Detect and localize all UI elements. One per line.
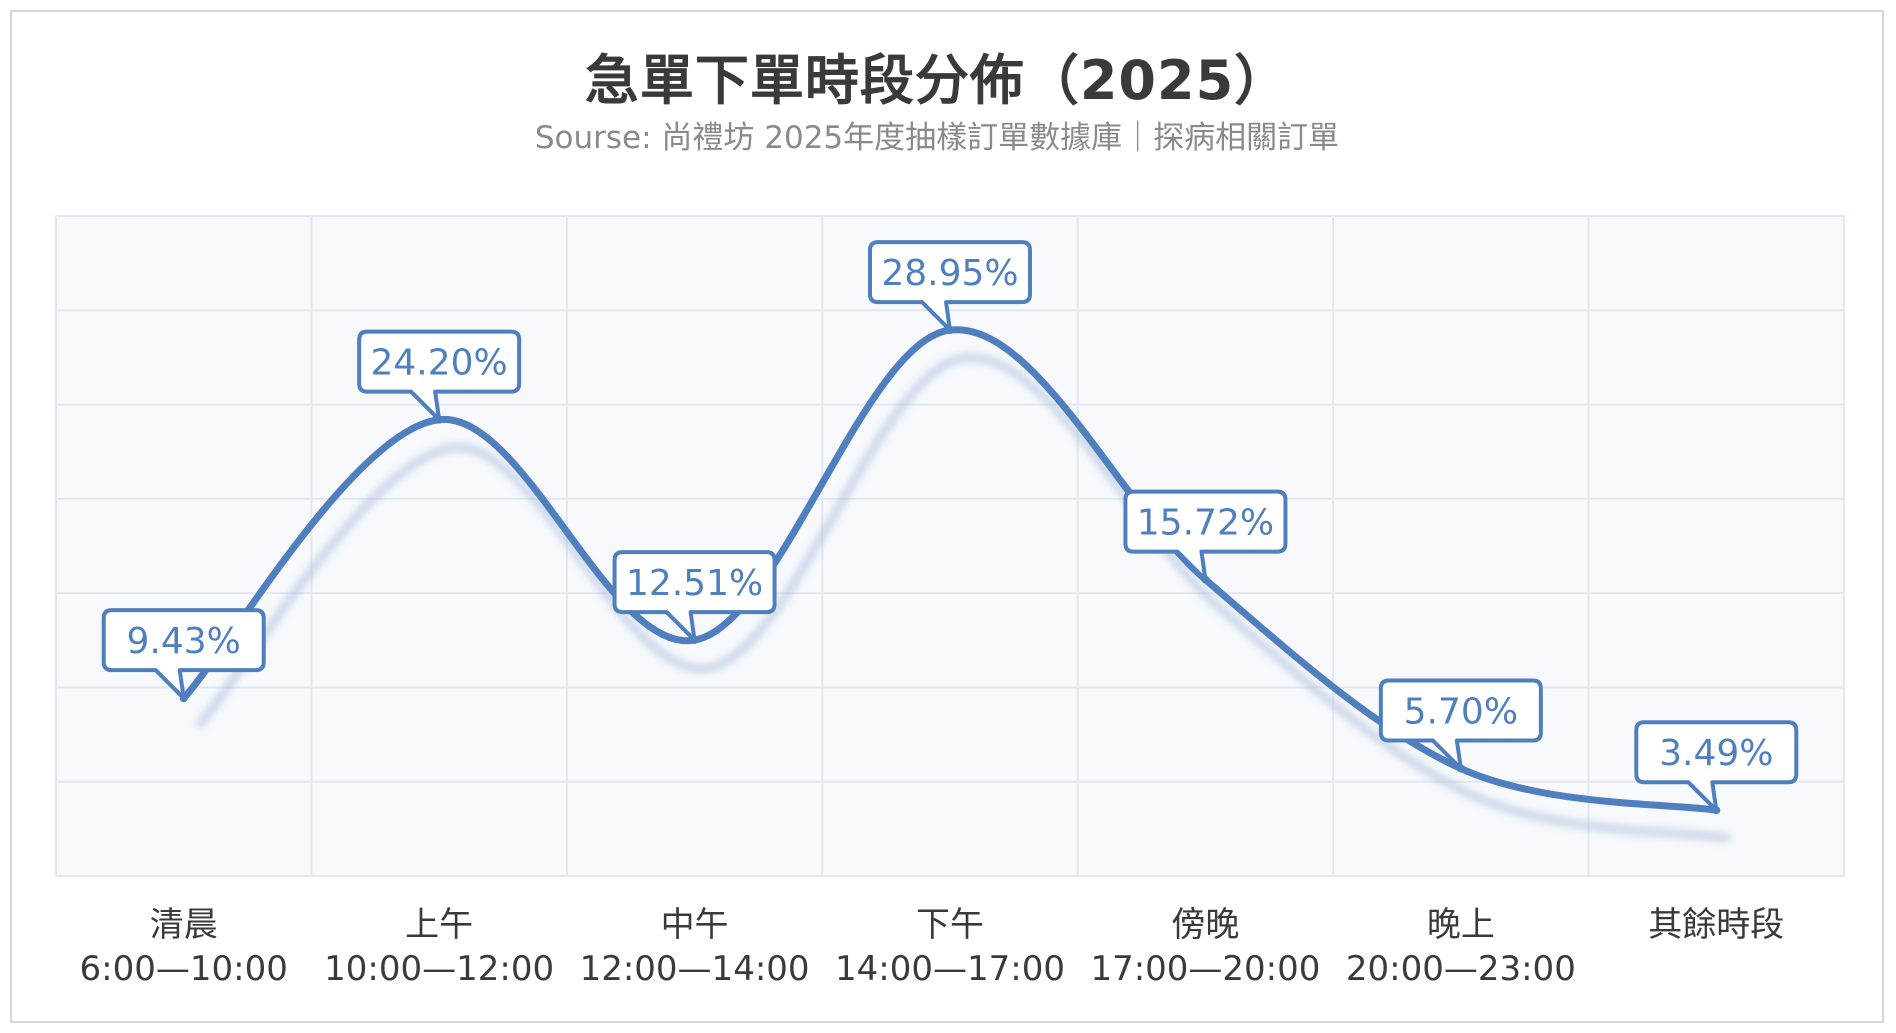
x-tick-label: 晚上	[1427, 905, 1495, 945]
series-line-shadow	[194, 353, 1731, 843]
x-tick-label: 下午	[916, 905, 984, 945]
chart-title: 急單下單時段分佈（2025）	[584, 49, 1290, 112]
data-label: 9.43%	[101, 608, 266, 701]
data-label-text: 5.70%	[1404, 692, 1518, 733]
x-tick-label: 清晨	[150, 905, 218, 945]
data-label-box	[1123, 489, 1288, 582]
x-tick-label: 12:00—14:00	[580, 949, 810, 989]
data-label-box	[1634, 720, 1799, 813]
data-label-box	[357, 329, 522, 422]
data-label-box	[868, 240, 1032, 333]
chart-subtitle: Sourse: 尚禮坊 2025年度抽樣訂單數據庫｜探病相關訂單	[534, 120, 1340, 156]
plot-area	[55, 215, 1845, 877]
data-label-text: 12.51%	[626, 563, 763, 604]
data-label-text: 3.49%	[1659, 733, 1773, 774]
x-tick-label: 其餘時段	[1648, 905, 1784, 945]
data-label: 15.72%	[1123, 489, 1288, 582]
data-label-text: 15.72%	[1137, 503, 1274, 544]
data-label-box	[1378, 678, 1543, 771]
x-tick-label: 6:00—10:00	[80, 949, 288, 989]
data-label-box	[101, 608, 266, 701]
x-tick-label: 14:00—17:00	[835, 949, 1065, 989]
data-label: 28.95%	[868, 240, 1032, 333]
x-tick-label: 傍晚	[1171, 905, 1239, 945]
data-label: 12.51%	[612, 550, 777, 643]
data-label-text: 24.20%	[371, 343, 508, 384]
data-label: 24.20%	[357, 329, 522, 422]
x-tick-label: 上午	[405, 905, 473, 945]
data-label-box	[612, 550, 777, 643]
x-tick-label: 17:00—20:00	[1090, 949, 1320, 989]
data-label: 5.70%	[1378, 678, 1543, 771]
data-label-text: 9.43%	[127, 621, 241, 662]
x-tick-label: 20:00—23:00	[1346, 949, 1576, 989]
data-label-text: 28.95%	[881, 253, 1018, 294]
x-tick-label: 中午	[661, 905, 729, 945]
x-tick-label: 10:00—12:00	[324, 949, 554, 989]
data-label: 3.49%	[1634, 720, 1799, 813]
